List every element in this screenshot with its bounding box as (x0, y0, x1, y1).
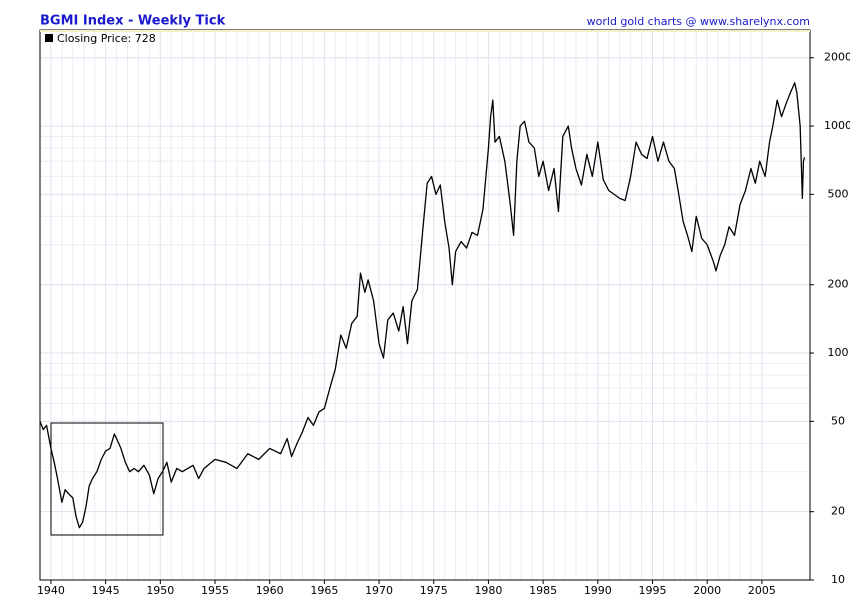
grid (40, 30, 810, 581)
chart-title: BGMI Index - Weekly Tick (40, 14, 226, 29)
legend-swatch (45, 34, 53, 42)
y-tick-label: 2000 (824, 51, 850, 64)
x-tick-label: 1985 (529, 584, 557, 597)
y-tick-label: 50 (831, 414, 845, 427)
y-tick-label: 100 (828, 346, 849, 359)
y-tick-label: 10 (831, 573, 845, 586)
x-tick-label: 1965 (310, 584, 338, 597)
y-tick-label: 1000 (824, 119, 850, 132)
highlight-box (50, 422, 164, 536)
x-tick-label: 1970 (365, 584, 393, 597)
x-tick-label: 1945 (92, 584, 120, 597)
x-tick-label: 1995 (639, 584, 667, 597)
x-tick-label: 1990 (584, 584, 612, 597)
source: world gold charts @ www.sharelynx.com (587, 15, 810, 28)
legend-label: Closing Price: 728 (57, 32, 156, 45)
x-tick-label: 1950 (146, 584, 174, 597)
x-tick-label: 2000 (693, 584, 721, 597)
x-tick-label: 2005 (748, 584, 776, 597)
x-tick-label: 1955 (201, 584, 229, 597)
x-tick-label: 1960 (256, 584, 284, 597)
y-tick-label: 500 (828, 187, 849, 200)
x-tick-label: 1940 (37, 584, 65, 597)
x-tick-label: 1975 (420, 584, 448, 597)
x-tick-label: 1980 (474, 584, 502, 597)
price-line (39, 82, 806, 529)
y-tick-label: 200 (828, 278, 849, 291)
y-tick-label: 20 (831, 505, 845, 518)
